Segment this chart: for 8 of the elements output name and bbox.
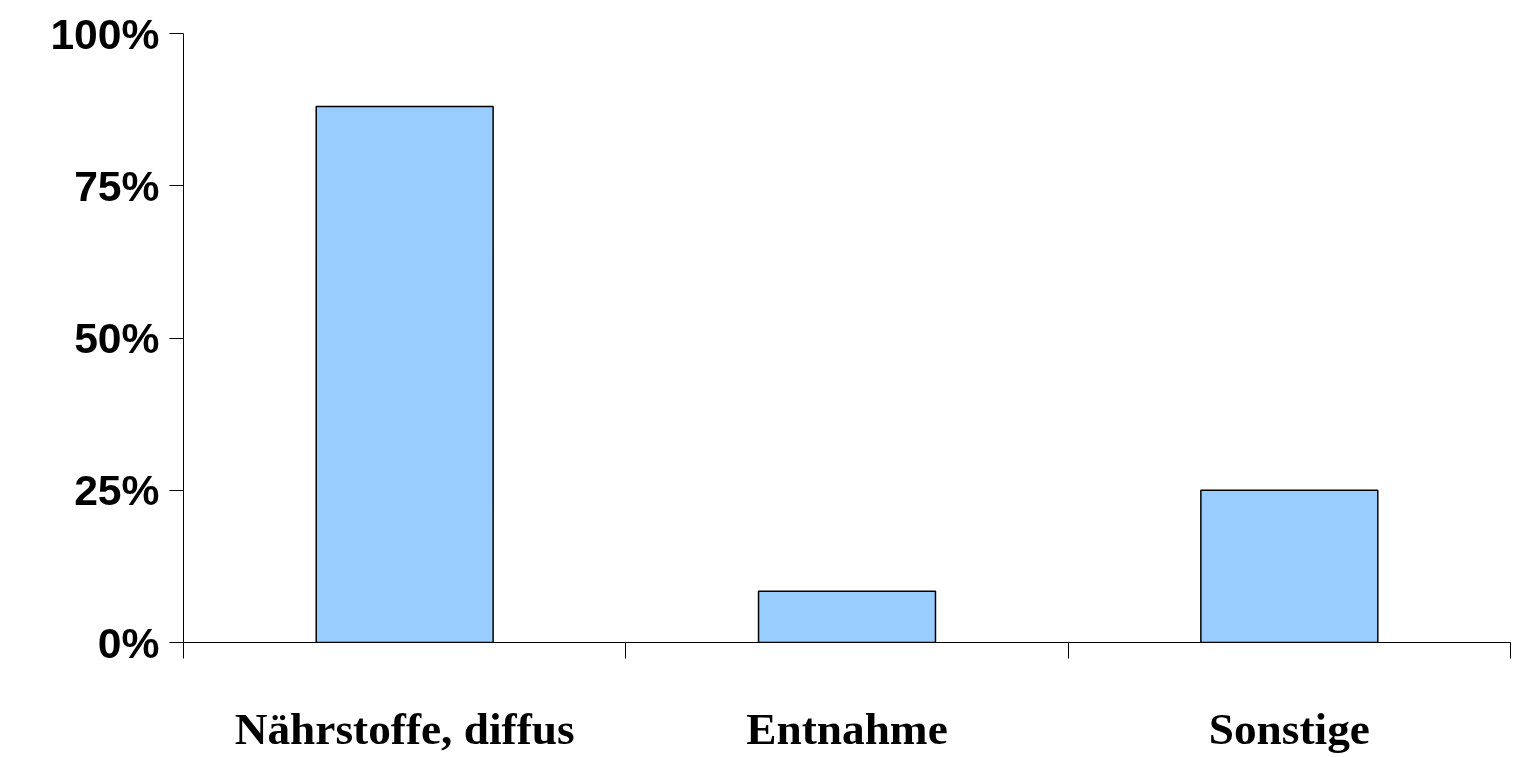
y-tick-label: 75% (74, 161, 160, 210)
y-tick-label: 100% (50, 9, 160, 58)
x-tick-label: Sonstige (1208, 703, 1370, 754)
y-tick-label: 25% (74, 466, 160, 515)
x-tick-label: Nährstoffe, diffus (234, 703, 575, 754)
x-tick-label: Entnahme (746, 703, 948, 754)
y-tick-label: 0% (97, 618, 160, 667)
y-tick-label: 50% (74, 314, 160, 362)
